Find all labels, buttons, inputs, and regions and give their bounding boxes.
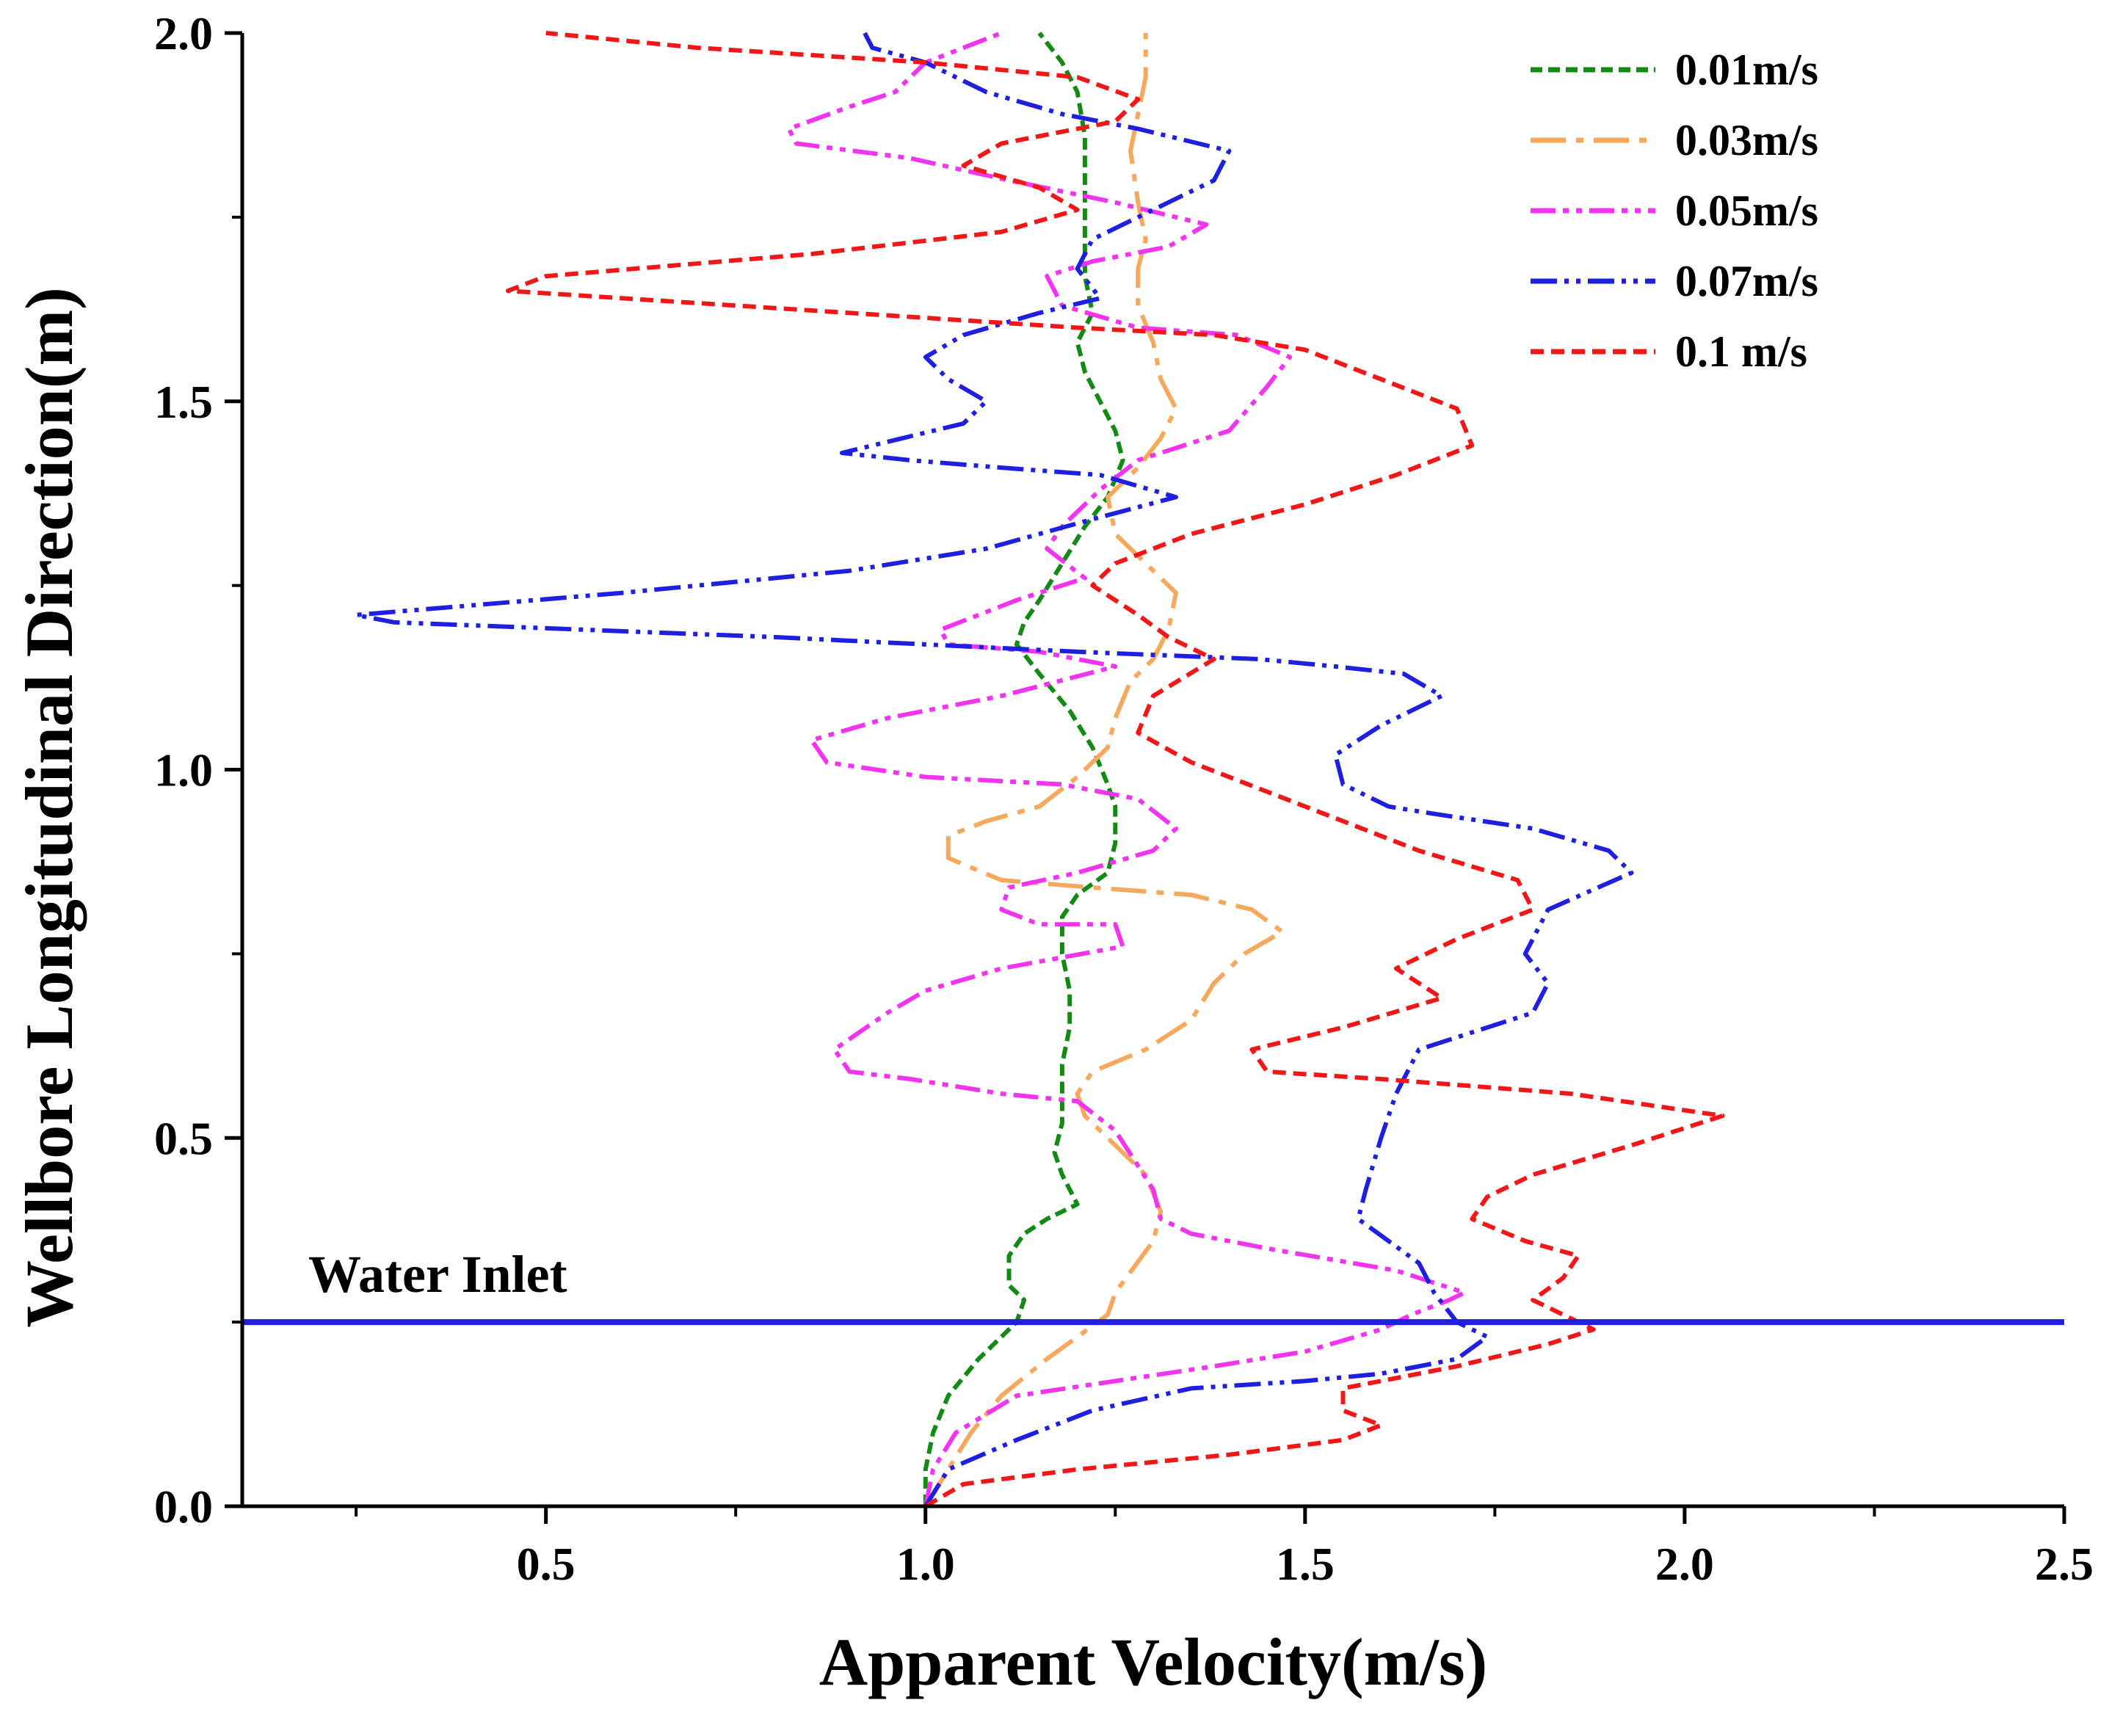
water-inlet-label: Water Inlet bbox=[308, 1245, 567, 1304]
y-tick-label: 1.0 bbox=[154, 744, 213, 796]
legend-label-5: 0.1 m/s bbox=[1675, 327, 1807, 376]
series-line-3 bbox=[786, 31, 1467, 1507]
ticks: 0.5 1.0 1.5 2.0 2.5 0.0 0.5 1.0 1.5 2.0 bbox=[154, 7, 2094, 1590]
series-line-4 bbox=[354, 32, 1634, 1508]
series-line-5 bbox=[506, 31, 1725, 1508]
x-tick-label: 2.0 bbox=[1655, 1538, 1714, 1590]
series-line-2 bbox=[923, 33, 1285, 1508]
series-line-1 bbox=[923, 32, 1125, 1506]
x-axis-title: Apparent Velocity(m/s) bbox=[819, 1624, 1488, 1699]
plot-area bbox=[354, 31, 1725, 1508]
legend-label-1: 0.01m/s bbox=[1675, 46, 1818, 94]
legend-label-4: 0.07m/s bbox=[1675, 257, 1818, 305]
x-tick-label: 1.0 bbox=[896, 1538, 955, 1590]
y-tick-label: 0.0 bbox=[154, 1481, 213, 1533]
y-tick-label: 1.5 bbox=[154, 376, 213, 428]
y-axis-title: Wellbore Longitudinal Direction(m) bbox=[12, 287, 87, 1328]
x-tick-label: 2.5 bbox=[2035, 1538, 2094, 1590]
x-tick-label: 1.5 bbox=[1276, 1538, 1335, 1590]
y-tick-label: 2.0 bbox=[154, 7, 213, 59]
y-tick-label: 0.5 bbox=[154, 1112, 213, 1164]
legend-label-2: 0.03m/s bbox=[1675, 116, 1818, 164]
legend-label-3: 0.05m/s bbox=[1675, 186, 1818, 235]
x-tick-label: 0.5 bbox=[517, 1538, 576, 1590]
legend: 0.01m/s 0.03m/s 0.05m/s 0.07m/s 0.1 m/s bbox=[1531, 46, 1818, 376]
